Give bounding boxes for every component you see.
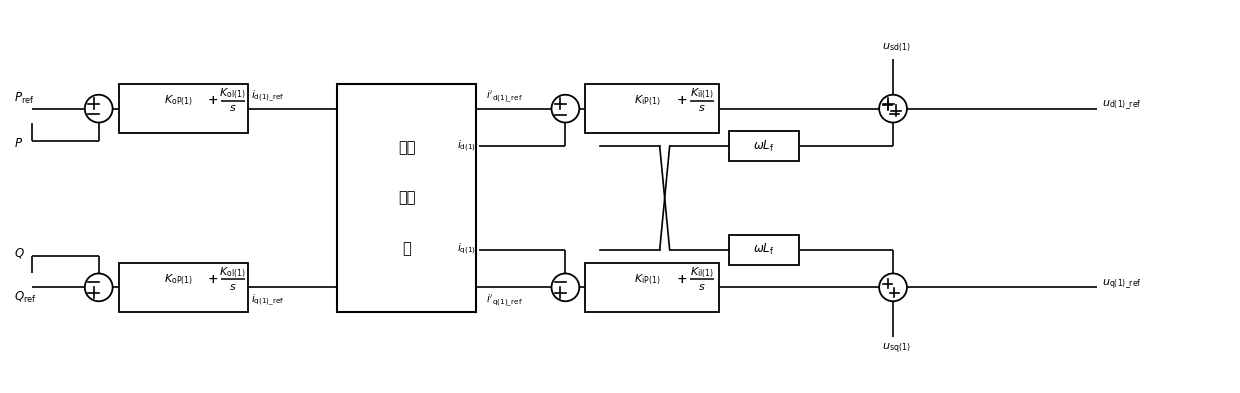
Text: $K_{\rm oP(1)}$: $K_{\rm oP(1)}$ (164, 272, 192, 286)
Text: $K_{\rm iI(1)}$: $K_{\rm iI(1)}$ (689, 265, 714, 280)
Text: $\omega L_{\rm f}$: $\omega L_{\rm f}$ (753, 139, 775, 154)
Text: $i_{\rm d(1)\_ref}$: $i_{\rm d(1)\_ref}$ (250, 88, 284, 104)
Text: $u_{\rm q(1)\_ref}$: $u_{\rm q(1)\_ref}$ (1101, 277, 1142, 291)
Text: $K_{\rm oI(1)}$: $K_{\rm oI(1)}$ (219, 265, 246, 280)
Text: $Q_{\rm ref}$: $Q_{\rm ref}$ (15, 290, 37, 305)
Text: 器: 器 (402, 241, 410, 256)
Text: $\omega L_{\rm f}$: $\omega L_{\rm f}$ (753, 242, 775, 257)
Text: $i_{\rm d(1)}$: $i_{\rm d(1)}$ (456, 139, 476, 154)
Text: $s$: $s$ (229, 102, 237, 113)
Text: $i'_{\rm d(1)\_ref}$: $i'_{\rm d(1)\_ref}$ (486, 88, 523, 104)
Text: $K_{\rm iP(1)}$: $K_{\rm iP(1)}$ (634, 272, 661, 286)
Text: $K_{\rm oP(1)}$: $K_{\rm oP(1)}$ (164, 94, 192, 108)
FancyBboxPatch shape (585, 263, 719, 312)
FancyBboxPatch shape (119, 263, 248, 312)
FancyBboxPatch shape (337, 84, 476, 312)
Text: +: + (677, 273, 687, 286)
FancyBboxPatch shape (119, 84, 248, 134)
Text: $K_{\rm iP(1)}$: $K_{\rm iP(1)}$ (634, 94, 661, 108)
Text: $s$: $s$ (229, 281, 237, 292)
Text: $i_{\rm q(1)\_ref}$: $i_{\rm q(1)\_ref}$ (250, 292, 284, 307)
Text: $s$: $s$ (698, 281, 706, 292)
Text: $Q$: $Q$ (15, 246, 25, 260)
Text: $K_{\rm oI(1)}$: $K_{\rm oI(1)}$ (219, 86, 246, 101)
FancyBboxPatch shape (585, 84, 719, 134)
Text: $i_{\rm q(1)}$: $i_{\rm q(1)}$ (456, 242, 476, 257)
Text: $u_{\rm sq(1)}$: $u_{\rm sq(1)}$ (882, 342, 910, 356)
Text: $u_{\rm sd(1)}$: $u_{\rm sd(1)}$ (882, 42, 910, 54)
Text: $u_{\rm d(1)\_ref}$: $u_{\rm d(1)\_ref}$ (1101, 99, 1142, 112)
Text: +: + (207, 273, 218, 286)
Text: $K_{\rm iI(1)}$: $K_{\rm iI(1)}$ (689, 86, 714, 101)
Text: $P_{\rm ref}$: $P_{\rm ref}$ (15, 91, 35, 106)
Text: $s$: $s$ (698, 102, 706, 113)
Text: 限流: 限流 (398, 191, 415, 206)
FancyBboxPatch shape (729, 235, 799, 264)
Text: +: + (207, 94, 218, 107)
Text: $i'_{\rm q(1)\_ref}$: $i'_{\rm q(1)\_ref}$ (486, 292, 523, 308)
Text: 正序: 正序 (398, 140, 415, 155)
Text: +: + (677, 94, 687, 107)
Text: $P$: $P$ (15, 137, 24, 150)
FancyBboxPatch shape (729, 132, 799, 161)
